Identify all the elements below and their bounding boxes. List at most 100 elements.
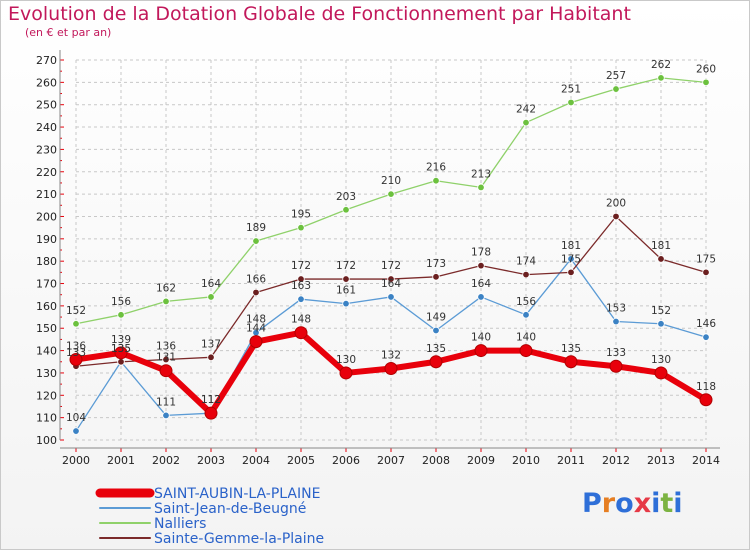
data-label: 164 xyxy=(471,278,491,290)
data-label: 136 xyxy=(156,341,176,353)
y-tick-label: 160 xyxy=(36,300,57,313)
data-point xyxy=(612,85,620,93)
data-label: 131 xyxy=(156,352,176,364)
logo-letter: i xyxy=(673,488,683,519)
series-points xyxy=(69,74,713,435)
data-label: 181 xyxy=(561,240,581,252)
data-label: 262 xyxy=(651,59,671,71)
data-label: 133 xyxy=(606,347,626,359)
data-label: 135 xyxy=(111,343,131,355)
data-label: 189 xyxy=(246,222,266,234)
y-tick-label: 190 xyxy=(36,233,57,246)
data-point xyxy=(249,335,263,349)
data-point xyxy=(297,223,305,232)
y-tick-label: 140 xyxy=(36,345,57,358)
data-label: 112 xyxy=(201,394,221,406)
data-label: 161 xyxy=(336,285,356,297)
y-tick-label: 130 xyxy=(36,367,57,380)
data-point xyxy=(342,299,350,308)
data-point xyxy=(522,270,530,279)
data-point xyxy=(432,326,440,335)
data-point xyxy=(564,355,578,369)
data-point xyxy=(294,326,308,340)
x-tick-label: 2010 xyxy=(512,454,540,467)
legend-label: Saint-Jean-de-Beugné xyxy=(154,501,306,517)
data-point xyxy=(702,333,710,341)
data-point xyxy=(609,359,623,373)
y-tick-label: 270 xyxy=(36,54,57,67)
data-label: 132 xyxy=(381,349,401,361)
data-label: 242 xyxy=(516,104,536,116)
data-point xyxy=(612,317,620,326)
x-tick-label: 2002 xyxy=(152,454,180,467)
data-label: 135 xyxy=(561,343,581,355)
logo-letter: i xyxy=(651,488,661,519)
gridlines xyxy=(75,59,707,441)
y-tick-label: 240 xyxy=(36,121,57,134)
y-tick-label: 230 xyxy=(36,143,57,156)
data-label: 148 xyxy=(291,314,311,326)
data-point xyxy=(297,295,305,303)
data-label: 162 xyxy=(156,282,176,294)
data-label: 140 xyxy=(471,332,491,344)
y-tick-label: 200 xyxy=(36,210,57,223)
data-point xyxy=(612,212,620,221)
data-label: 260 xyxy=(696,63,716,75)
data-point xyxy=(207,353,215,361)
y-axis-ticks: 100 110 120 130 140 150 160 170 180 190 200 210 220 2… xyxy=(36,54,57,447)
data-label: 173 xyxy=(426,258,446,270)
data-point xyxy=(477,293,485,301)
data-point xyxy=(567,255,575,263)
data-point xyxy=(114,346,128,360)
logo-letter: x xyxy=(633,488,652,519)
x-tick-label: 2007 xyxy=(377,454,405,467)
data-point xyxy=(429,355,443,369)
data-point xyxy=(384,361,398,375)
data-point xyxy=(699,393,713,407)
x-tick-label: 2000 xyxy=(62,454,90,467)
data-label: 130 xyxy=(336,354,356,366)
y-tick-label: 120 xyxy=(36,389,57,402)
data-label: 152 xyxy=(66,305,86,317)
data-label: 203 xyxy=(336,191,356,203)
data-label: 135 xyxy=(111,343,131,355)
logo-letter: P xyxy=(582,488,602,519)
data-point xyxy=(567,98,575,107)
data-point xyxy=(297,275,305,283)
x-tick-label: 2013 xyxy=(647,454,675,467)
data-label: 104 xyxy=(66,412,86,424)
data-point xyxy=(387,275,395,283)
data-label: 164 xyxy=(201,278,221,290)
legend: SAINT-AUBIN-LA-PLAINESaint-Jean-de-Beugn… xyxy=(95,486,324,547)
data-point xyxy=(117,311,125,319)
data-point xyxy=(342,275,350,283)
data-point xyxy=(162,355,170,364)
data-label: 172 xyxy=(381,260,401,272)
logo-letter: o xyxy=(615,488,634,519)
data-point xyxy=(69,353,83,367)
data-point xyxy=(654,366,668,380)
data-label: 137 xyxy=(201,338,221,350)
data-label: 178 xyxy=(471,247,491,259)
data-label: 156 xyxy=(111,296,131,308)
y-tick-label: 220 xyxy=(36,166,57,179)
data-label: 174 xyxy=(516,256,536,268)
x-tick-label: 2004 xyxy=(242,454,270,467)
data-label: 156 xyxy=(516,296,536,308)
data-point xyxy=(477,261,485,270)
data-label: 152 xyxy=(651,305,671,317)
data-point xyxy=(162,297,170,306)
x-tick-label: 2008 xyxy=(422,454,450,467)
data-label: 166 xyxy=(246,273,266,285)
data-label: 153 xyxy=(606,303,626,315)
y-tick-label: 170 xyxy=(36,278,57,291)
logo-letter: t xyxy=(660,488,674,519)
data-point xyxy=(432,273,440,281)
data-label: 140 xyxy=(516,332,536,344)
data-label: 144 xyxy=(246,323,266,335)
data-point xyxy=(207,293,215,301)
data-label: 112 xyxy=(201,394,221,406)
data-point xyxy=(567,268,575,277)
